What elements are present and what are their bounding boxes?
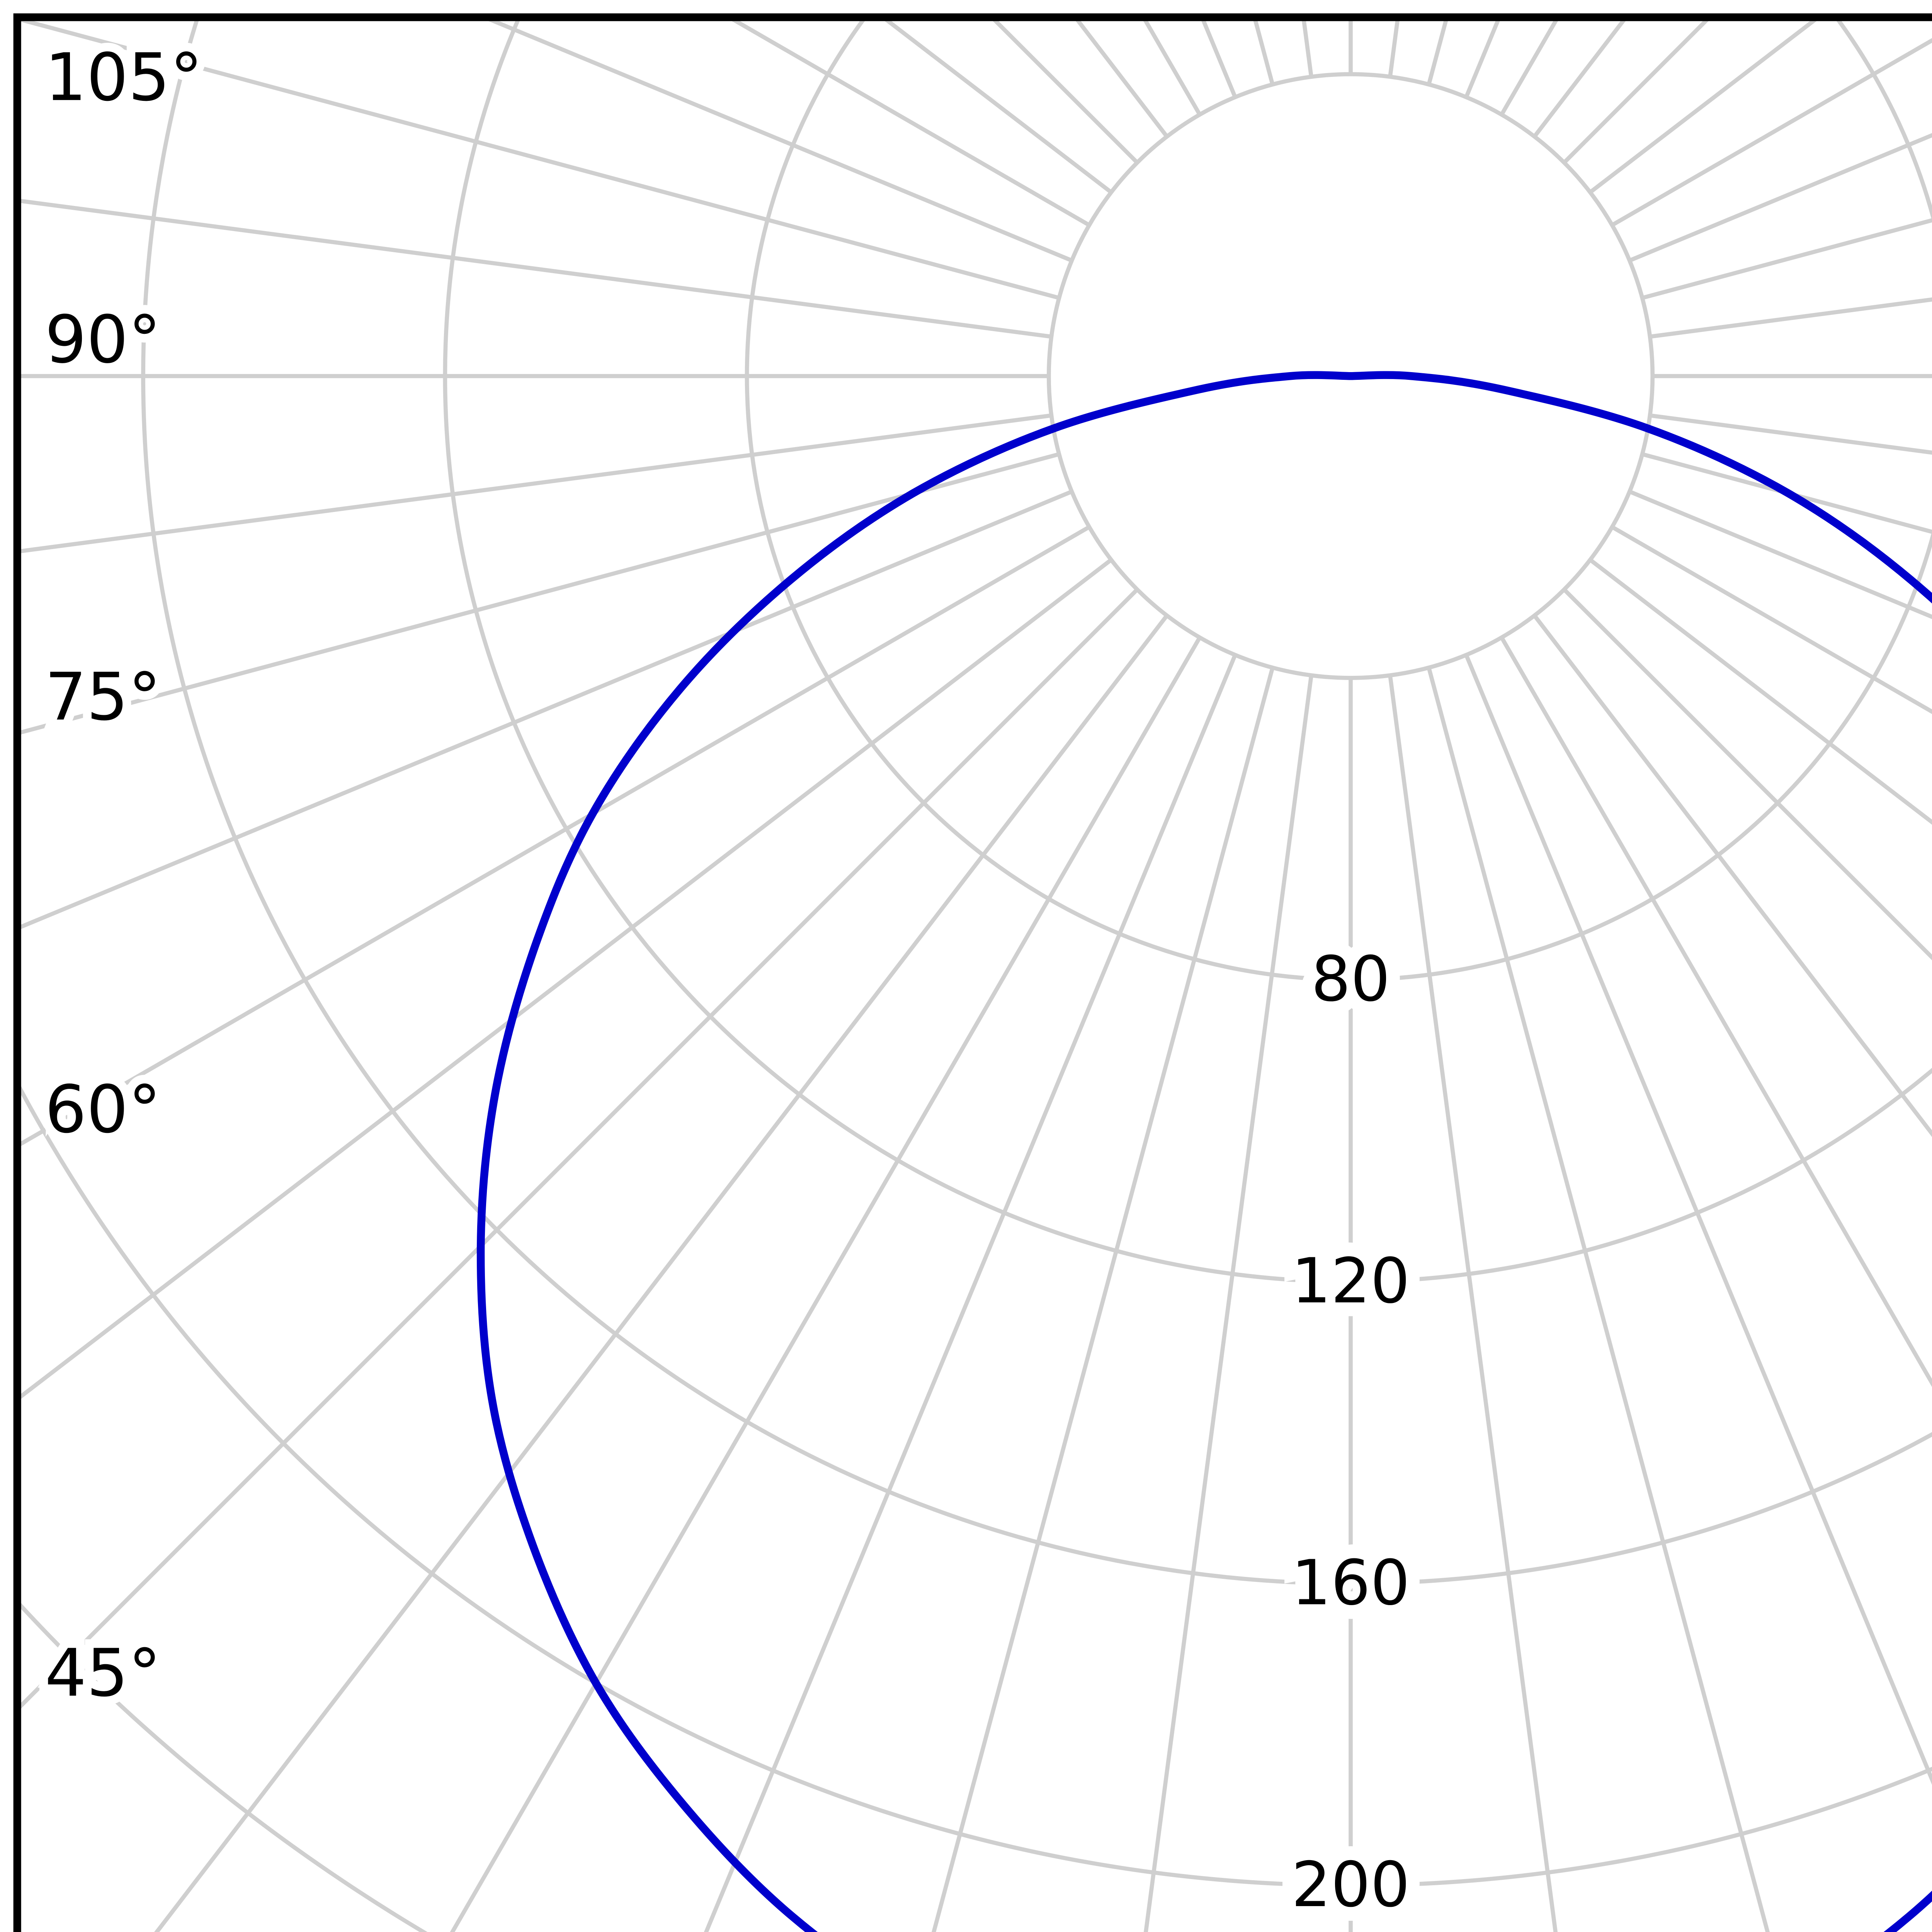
angle-label: 45° <box>45 1635 161 1711</box>
angle-label: 105° <box>45 40 203 116</box>
grid-radial-line <box>20 588 1139 1709</box>
grid-radial-line <box>1629 133 1932 263</box>
grid-radial-line <box>1589 558 1932 825</box>
ring-value-label: 120 <box>1291 1245 1410 1317</box>
grid-radial-line <box>1532 614 1932 1137</box>
ring-value-label: 80 <box>1311 943 1390 1015</box>
grid-radial-line <box>20 490 1073 929</box>
grid-radial-line <box>1611 38 1932 227</box>
grid-radial-line <box>1302 20 1313 77</box>
grid-ring <box>141 20 1932 1585</box>
angle-label: 60° <box>45 1072 161 1148</box>
grid-radial-line <box>20 199 1052 339</box>
grid-radial-line <box>1388 20 1400 77</box>
grid-radial-line <box>932 667 1275 1932</box>
grid-radial-line <box>1143 675 1313 1932</box>
grid-radial-line <box>20 413 1052 553</box>
grid-radial-line <box>1589 20 1817 194</box>
grid-radial-line <box>1641 452 1932 534</box>
grid-radial-line <box>704 654 1237 1932</box>
grid-radial-line <box>487 20 1073 263</box>
grid-radial-line <box>1629 490 1932 619</box>
grid-radial-line <box>20 525 1090 1146</box>
grid-radial-line <box>1611 525 1932 714</box>
grid-radial-line <box>20 452 1060 735</box>
plot-border <box>13 13 1932 1932</box>
ring-value-label: 160 <box>1291 1547 1410 1619</box>
grid-radial-line <box>1641 218 1932 300</box>
grid-ring <box>20 1084 1932 1887</box>
grid-radial-line <box>1500 636 1932 1387</box>
angle-label: 90° <box>45 302 161 378</box>
grid-radial-line <box>1563 588 1932 961</box>
angle-label: 75° <box>45 659 161 735</box>
grid-radial-line <box>1427 667 1770 1932</box>
ring-value-label: 200 <box>1291 1849 1410 1921</box>
grid-radial-line <box>1253 20 1275 85</box>
grid-radial-line <box>154 614 1169 1932</box>
intensity-curve-c90-c270 <box>476 371 1932 1932</box>
grid-radial-line <box>20 558 1112 1400</box>
grid-radial-line <box>20 20 1060 300</box>
grid-radial-line <box>450 636 1202 1932</box>
grid-radial-line <box>1427 20 1448 85</box>
grid-radial-line <box>1464 654 1932 1785</box>
grid-radial-line <box>1650 413 1932 455</box>
grid-radial-line <box>1388 675 1558 1932</box>
